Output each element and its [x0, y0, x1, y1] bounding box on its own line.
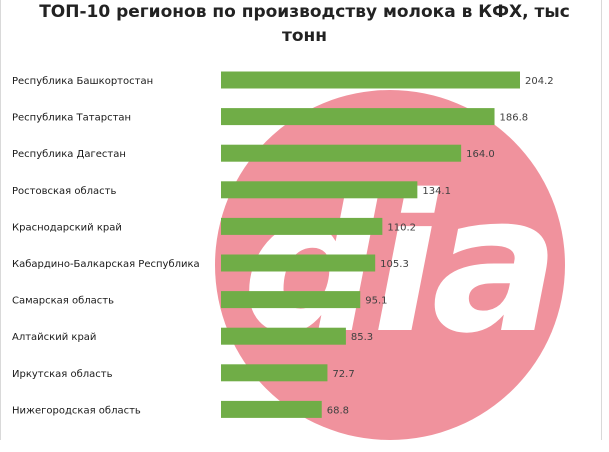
bar [221, 291, 361, 309]
data-label: 95.1 [365, 296, 387, 307]
category-label: Алтайский край [12, 332, 96, 343]
bar [221, 364, 328, 382]
data-label: 204.2 [525, 76, 554, 87]
bar [221, 71, 520, 89]
category-label: Нижегородская область [12, 405, 141, 416]
category-label: Самарская область [12, 296, 114, 307]
watermark-circle [215, 90, 565, 440]
data-label: 134.1 [422, 186, 451, 197]
category-label: Иркутская область [12, 369, 113, 380]
data-label: 186.8 [500, 113, 529, 124]
bar [221, 327, 346, 345]
data-label: 85.3 [351, 332, 373, 343]
chart-title-line-2: тонн [281, 26, 328, 46]
category-label: Краснодарский край [12, 222, 122, 233]
bar [221, 108, 495, 126]
category-label: Республика Дагестан [12, 149, 126, 160]
data-label: 110.2 [387, 222, 416, 233]
bars-group: Республика Башкортостан 204.2 Республика Т… [12, 71, 554, 418]
data-label: 105.3 [380, 259, 409, 270]
frame-left-edge [0, 0, 1, 440]
bar [221, 217, 383, 235]
data-label: 164.0 [466, 149, 495, 160]
bar [221, 254, 376, 272]
bar [221, 144, 462, 162]
category-label: Республика Татарстан [12, 113, 131, 124]
frame-right-edge [601, 0, 602, 440]
bar [221, 181, 418, 199]
data-label: 68.8 [327, 405, 349, 416]
category-label: Ростовская область [12, 186, 116, 197]
data-label: 72.7 [332, 369, 354, 380]
bar [221, 400, 322, 418]
category-label: Кабардино-Балкарская Республика [12, 259, 200, 270]
category-label: Республика Башкортостан [12, 76, 153, 87]
chart-title-line-1: ТОП-10 регионов по производству молока в… [39, 2, 570, 22]
